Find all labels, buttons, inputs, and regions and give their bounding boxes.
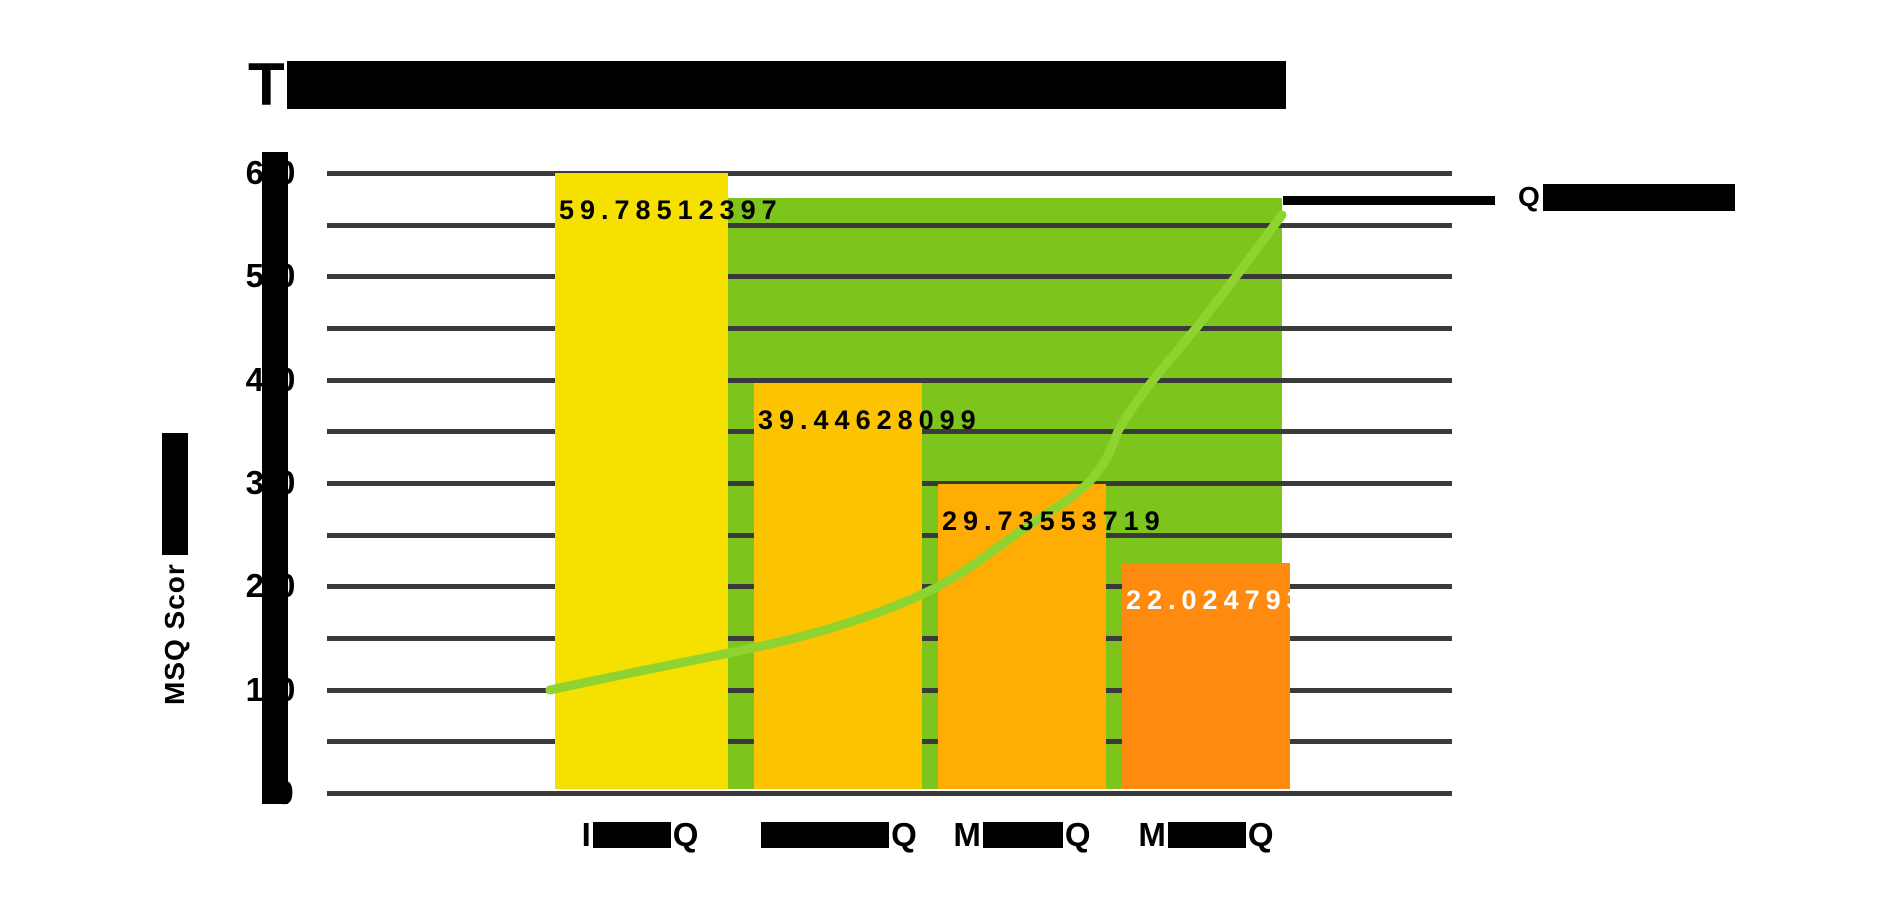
chart-title-prefix: T [248,51,285,118]
x-label-prefix: M [1138,816,1166,853]
x-label-redaction-bar [982,822,1063,848]
legend-label-prefix: Q [1518,181,1540,212]
legend-redaction-bar [1542,183,1735,211]
bar-value-label: 59.78512397 [559,195,783,226]
gridline [327,274,1452,280]
y-axis-label-text: MSQ Scor [159,563,190,705]
gridline [327,377,1452,383]
chart-title: T [248,51,1286,118]
y-tick-label: 0 [275,774,307,811]
bar [555,173,728,789]
gridline [327,171,1452,176]
bar-value-label: 29.73553719 [942,505,1166,536]
gridline [327,326,1452,331]
bar-value-label: 39.44628099 [758,405,982,436]
gridline [327,222,1452,228]
x-label-suffix: Q [1064,816,1091,853]
gridline [327,791,1452,796]
y-axis-label: MSQ Scor [155,413,195,705]
x-label-suffix: Q [891,816,917,853]
bar [754,383,922,789]
bar-value-label: 22.02479339 [1126,585,1350,616]
y-axis-spine [262,152,288,804]
x-label-prefix: I [581,816,591,853]
x-label-redaction-bar [592,822,671,848]
y-axis-label-redaction-bar [162,433,188,556]
legend-line-sample-redacted [1283,196,1495,205]
legend-entry: Q [1518,181,1735,213]
x-axis-label: Q [728,816,948,853]
x-label-suffix: Q [672,816,699,853]
x-label-redaction-bar [1167,822,1246,848]
x-label-redaction-bar [761,822,890,848]
title-redaction-bar [286,61,1286,109]
x-label-suffix: Q [1247,816,1274,853]
x-label-prefix: M [953,816,981,853]
